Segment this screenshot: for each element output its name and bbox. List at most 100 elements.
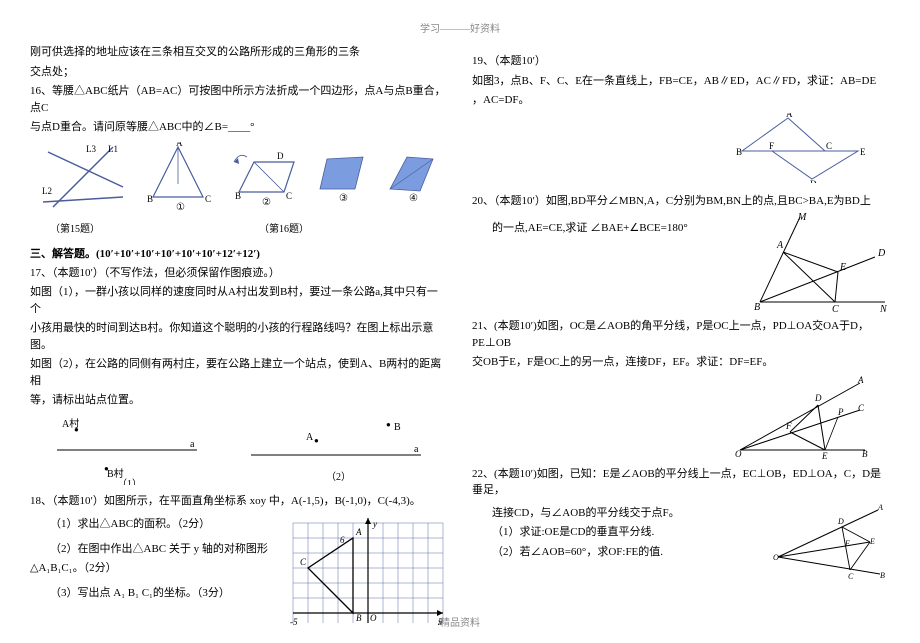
text: （2）在图中作出△ABC 关于 y 轴的对称图形 <box>50 541 268 558</box>
text: 20、（本题10′）如图,BD平分∠MBN,A，C分别为BM,BN上的点,且BC… <box>472 193 890 210</box>
svg-text:E: E <box>869 537 875 546</box>
svg-text:B: B <box>736 147 742 157</box>
text: 交OB于E，F是OC上的另一点，连接DF，EF。求证：DF=EF。 <box>472 354 890 371</box>
svg-text:C: C <box>300 557 307 567</box>
text: 连接CD，与∠AOB的平分线交于点F。 <box>492 505 764 522</box>
figure-19: A B F C E D <box>730 113 870 183</box>
svg-text:E: E <box>860 147 866 157</box>
svg-text:A: A <box>306 432 314 443</box>
text: 交点处； <box>30 64 448 81</box>
svg-text:④: ④ <box>409 193 418 204</box>
svg-text:C: C <box>858 403 865 413</box>
left-column: 刚可供选择的地址应该在三条相互交叉的公路所形成的三角形的三条 交点处； 16、等… <box>30 41 448 643</box>
text: 小孩用最快的时间到达B村。你知道这个聪明的小孩的行程路线吗？在图上标出示意图。 <box>30 320 448 353</box>
figure-row-15-16: L1 L3 L2 A B C ① B C D ② <box>30 142 448 212</box>
content-columns: 刚可供选择的地址应该在三条相互交叉的公路所形成的三角形的三条 交点处； 16、等… <box>30 41 890 643</box>
svg-text:C: C <box>286 191 292 201</box>
figure-caption-row: （第15题） （第16题） <box>30 218 448 235</box>
svg-text:A: A <box>355 527 362 537</box>
svg-text:C: C <box>205 194 211 204</box>
svg-text:B: B <box>862 449 868 459</box>
svg-text:C: C <box>848 572 854 581</box>
svg-text:a: a <box>414 444 419 455</box>
text: 的一点,AE=CE,求证 ∠BAE+∠BCE=180° <box>492 220 742 309</box>
text: ，AC=DF。 <box>472 92 890 109</box>
svg-text:B: B <box>147 194 153 204</box>
svg-text:②: ② <box>262 197 271 207</box>
svg-text:B: B <box>880 571 885 580</box>
svg-text:F: F <box>769 141 774 151</box>
svg-text:L2: L2 <box>42 186 52 196</box>
svg-text:●: ● <box>74 425 79 434</box>
figure-21: A D P C F O E B <box>730 375 870 460</box>
text: 如图3，点B、F、C、E在一条直线上，FB=CE，AB∥ED，AC∥FD，求证：… <box>472 73 890 90</box>
figure-16-1: A B C ① <box>143 142 213 212</box>
svg-text:A: A <box>877 503 883 512</box>
right-column: 19、（本题10′） 如图3，点B、F、C、E在一条直线上，FB=CE，AB∥E… <box>472 41 890 643</box>
page-footer: 精品资料 <box>0 614 920 629</box>
svg-text:C: C <box>832 304 839 312</box>
svg-text:O: O <box>735 449 742 459</box>
page-header: 学习———好资料 <box>30 20 890 35</box>
figure-16-2: B C D ② <box>229 147 299 207</box>
figure-16-4: ④ <box>385 149 440 204</box>
text: 如图（2），在公路的同侧有两村庄，要在公路上建立一个站点，使到A、B两村的距离相 <box>30 356 448 389</box>
svg-text:A: A <box>786 113 793 119</box>
svg-text:●: ● <box>386 420 391 429</box>
text: （1）求出△ABC的面积。（2分） <box>50 516 268 533</box>
text: 16、等腰△ABC纸片（AB=AC）可按图中所示方法折成一个四边形，点A与点B重… <box>30 83 448 116</box>
section-3-title: 三、解答题。(10′+10′+10′+10′+10′+10′+12′+12′) <box>30 245 448 261</box>
text: 等，请标出站点位置。 <box>30 392 448 409</box>
svg-text:D: D <box>277 151 284 161</box>
svg-text:C: C <box>826 141 832 151</box>
text: 19、（本题10′） <box>472 53 890 70</box>
text: △A₁B₁C₁。（2分） <box>30 560 268 577</box>
svg-text:B: B <box>235 191 241 201</box>
svg-text:①: ① <box>176 202 185 212</box>
svg-text:（2）: （2） <box>326 471 351 483</box>
figure-17-1: A村● a B村● （1） <box>52 415 202 485</box>
text: 刚可供选择的地址应该在三条相互交叉的公路所形成的三角形的三条 <box>30 44 448 61</box>
svg-text:A: A <box>776 240 784 251</box>
svg-text:D: D <box>837 517 844 526</box>
svg-text:A: A <box>176 142 183 148</box>
svg-text:●: ● <box>314 436 319 445</box>
svg-text:y: y <box>372 519 377 529</box>
svg-text:M: M <box>797 212 807 223</box>
svg-text:D: D <box>814 393 822 403</box>
svg-text:O: O <box>773 553 779 562</box>
text: 18、（本题10′）如图所示，在平面直角坐标系 xoy 中，A(-1,5)，B(… <box>30 493 448 510</box>
figure-15: L1 L3 L2 <box>38 142 128 212</box>
svg-text:L1: L1 <box>108 144 118 154</box>
svg-text:E: E <box>821 451 828 460</box>
svg-text:E: E <box>839 262 846 273</box>
svg-text:L3: L3 <box>86 144 96 154</box>
svg-text:D: D <box>810 179 817 183</box>
text: （1）求证:OE是CD的垂直平分线. <box>492 524 764 541</box>
svg-text:D: D <box>877 248 886 259</box>
svg-text:6: 6 <box>340 535 345 545</box>
text: 17、（本题10′）（不写作法，但必须保留作图痕迹。） <box>30 265 448 282</box>
svg-text:③: ③ <box>339 193 348 204</box>
svg-text:F: F <box>785 421 792 431</box>
figure-17-2: A● ●B a （2） <box>246 415 426 485</box>
svg-text:B: B <box>394 422 401 433</box>
svg-text:（1）: （1） <box>117 478 142 485</box>
figure-22: A D F E O C B <box>770 502 890 582</box>
svg-text:A: A <box>857 375 864 385</box>
text: 22、(本题10′)如图，已知：E是∠AOB的平分线上一点，EC⊥OB，ED⊥O… <box>472 466 890 499</box>
svg-text:F: F <box>844 539 850 548</box>
text: 与点D重合。请问原等腰△ABC中的∠B=____° <box>30 119 448 136</box>
svg-text:●: ● <box>104 464 109 473</box>
svg-text:B: B <box>754 302 760 312</box>
svg-text:P: P <box>837 407 844 417</box>
text: （3）写出点 A₁ B₁ C₁的坐标。（3分） <box>50 585 268 602</box>
caption-16: （第16题） <box>120 220 448 235</box>
figure-20: M A E D B C N <box>750 212 890 312</box>
caption-15: （第15题） <box>30 220 120 235</box>
figure-row-17: A村● a B村● （1） A● ●B a （2） <box>30 415 448 485</box>
svg-text:N: N <box>879 304 888 312</box>
text: （2）若∠AOB=60°，求OF:FE的值. <box>492 544 764 561</box>
text: 21、(本题10′)如图，OC是∠AOB的角平分线，P是OC上一点，PD⊥OA交… <box>472 318 890 351</box>
text: 如图（1），一群小孩以同样的速度同时从A村出发到B村，要过一条公路a,其中只有一… <box>30 284 448 317</box>
